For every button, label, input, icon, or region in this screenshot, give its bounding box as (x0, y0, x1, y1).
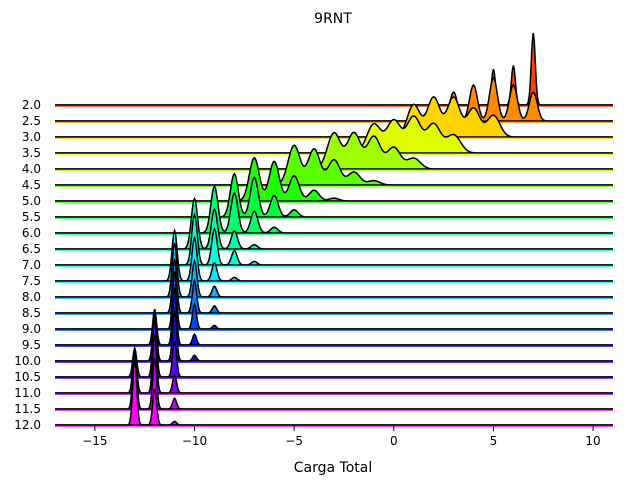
ridge-label-10.5: 10.5 (14, 370, 41, 384)
ridge-outline-9.0 (55, 271, 613, 330)
ridge-11.0 (55, 335, 613, 395)
x-tick-label--5: −5 (285, 434, 303, 448)
ridge-label-9.0: 9.0 (22, 322, 41, 336)
ridge-outline-2.0 (55, 32, 613, 106)
ridge-12.0 (55, 360, 613, 427)
ridge-label-5.0: 5.0 (22, 194, 41, 208)
x-tick-label-0: 0 (390, 434, 398, 448)
ridge-label-4.5: 4.5 (22, 178, 41, 192)
ridge-label-11.0: 11.0 (14, 386, 41, 400)
x-axis-label: Carga Total (294, 460, 372, 476)
ridge-label-7.5: 7.5 (22, 274, 41, 288)
ridge-outline-10.0 (55, 310, 613, 362)
ridge-fill-6.0 (55, 186, 613, 233)
ridge-label-7.0: 7.0 (22, 258, 41, 272)
ridge-label-9.5: 9.5 (22, 338, 41, 352)
x-tick-label-5: 5 (490, 434, 498, 448)
ridge-fill-10.0 (55, 310, 613, 361)
ridge-6.5 (55, 196, 613, 251)
ridge-fill-9.5 (55, 287, 613, 345)
ridge-fill-9.0 (55, 271, 613, 329)
ridge-5.0 (55, 156, 613, 203)
ridge-label-4.0: 4.0 (22, 162, 41, 176)
ridge-fill-3.0 (55, 96, 613, 137)
ridge-8.5 (55, 258, 613, 315)
ridge-7.0 (55, 212, 613, 267)
ridge-label-12.0: 12.0 (14, 418, 41, 432)
ridge-label-8.0: 8.0 (22, 290, 41, 304)
ridge-outline-11.0 (55, 335, 613, 394)
ridge-outline-10.5 (55, 319, 613, 378)
chart-title: 9RNT (314, 11, 352, 27)
ridge-label-6.0: 6.0 (22, 226, 41, 240)
ridge-fill-10.5 (55, 319, 613, 377)
ridge-9.5 (55, 287, 613, 347)
ridge-outline-6.5 (55, 196, 613, 250)
ridge-label-6.5: 6.5 (22, 242, 41, 256)
ridge-label-8.5: 8.5 (22, 306, 41, 320)
ridge-label-2.5: 2.5 (22, 114, 41, 128)
ridge-fill-7.5 (55, 230, 613, 281)
ridge-fill-8.0 (55, 243, 613, 297)
x-tick-label--10: −10 (182, 434, 207, 448)
ridge-8.0 (55, 242, 613, 299)
ridge-5.5 (55, 172, 613, 219)
ridge-labels-group: 2.0 2.5 3.0 3.5 4.0 4.5 5.0 5.5 6.0 6.5 7.0 7.5 8.0 8… (14, 98, 41, 432)
ridge-label-11.5: 11.5 (14, 402, 41, 416)
ridges-group (55, 32, 613, 427)
ridge-label-3.0: 3.0 (22, 130, 41, 144)
ridge-fill-4.0 (55, 132, 613, 169)
ridge-label-5.5: 5.5 (22, 210, 41, 224)
x-tick-label--15: −15 (82, 434, 107, 448)
ridge-fill-7.0 (55, 214, 613, 265)
ridge-4.5 (55, 144, 613, 187)
ridge-fill-4.5 (55, 145, 613, 185)
ridge-outline-8.0 (55, 242, 613, 298)
ridge-label-3.5: 3.5 (22, 146, 41, 160)
ridge-11.5 (55, 351, 613, 411)
ridge-outline-7.0 (55, 212, 613, 266)
ridge-outline-9.5 (55, 287, 613, 346)
ridge-10.0 (55, 310, 613, 363)
ridge-7.5 (55, 227, 613, 283)
ridge-outline-8.5 (55, 258, 613, 314)
ridge-outline-11.5 (55, 351, 613, 410)
x-tick-label-10: 10 (585, 434, 600, 448)
ridge-outline-6.0 (55, 184, 613, 234)
ridge-fill-8.5 (55, 259, 613, 313)
ridge-2.0 (55, 32, 613, 107)
ridge-label-10.0: 10.0 (14, 354, 41, 368)
ridge-10.5 (55, 319, 613, 379)
ridge-label-2.0: 2.0 (22, 98, 41, 112)
ridge-9.0 (55, 271, 613, 331)
ridge-fill-6.5 (55, 198, 613, 249)
ridge-6.0 (55, 184, 613, 235)
ridge-outline-7.5 (55, 227, 613, 282)
x-axis: −15 −10 −5 0 5 10 (82, 426, 601, 448)
